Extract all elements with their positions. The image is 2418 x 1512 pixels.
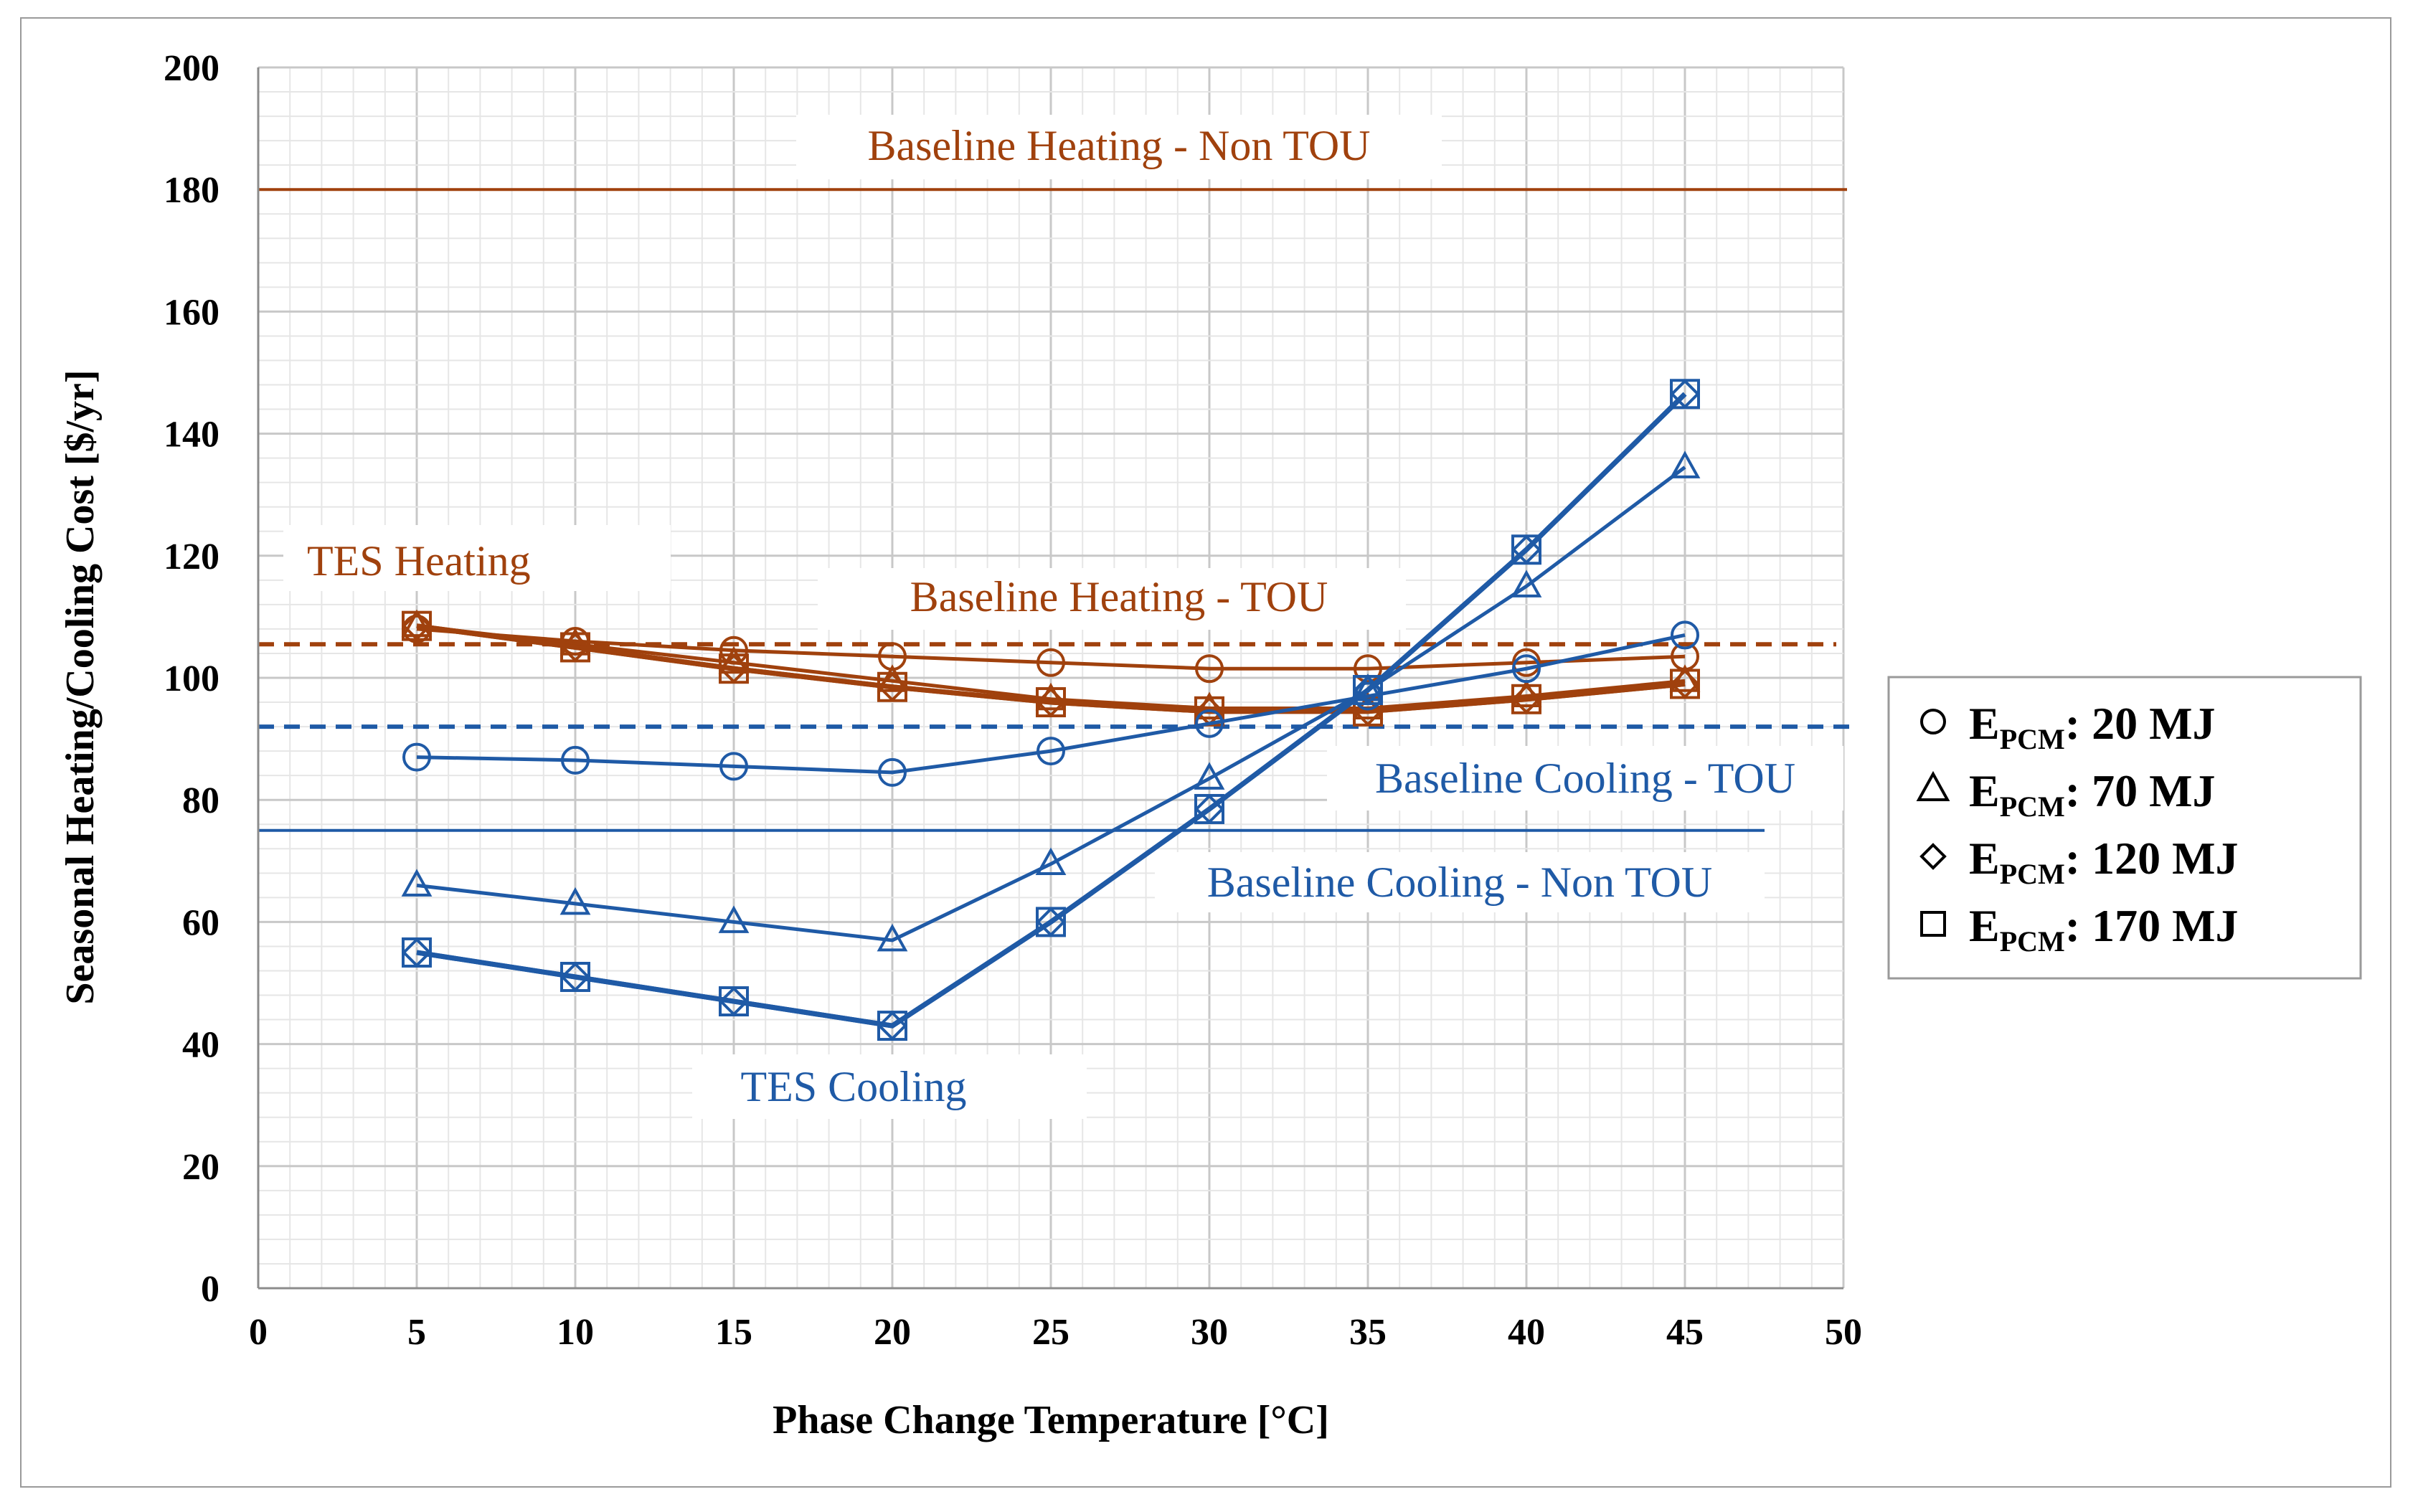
x-tick-label: 40: [1508, 1312, 1545, 1353]
legend-marker-square: [1920, 911, 1946, 937]
data-point-cooling-circle: [878, 757, 907, 787]
y-tick-label: 100: [164, 658, 219, 699]
data-point-cooling-triangle: [718, 905, 750, 933]
data-point-cooling-circle: [719, 752, 748, 781]
tick-labels: 0 5 10 15 20 25 30 35 40 45 50 0 20 40 60 80 100 120 140 16…: [164, 48, 1862, 1353]
series-line-cooling-triangle: [416, 466, 1686, 942]
data-point-cooling-circle: [402, 742, 431, 772]
x-axis-title: Phase Change Temperature [°C]: [773, 1398, 1329, 1442]
axes: [257, 67, 1843, 1290]
series-line-heating-circle: [416, 627, 1686, 671]
y-tick-label: 120: [164, 537, 219, 577]
legend-label: EPCM: 170 MJ: [1969, 900, 2238, 958]
series-line-heating-square: [416, 623, 1686, 714]
legend-marker-triangle: [1916, 770, 1950, 801]
annotation-tes-cooling: TES Cooling: [740, 1063, 966, 1110]
data-point-cooling-square: [719, 986, 749, 1017]
x-tick-label: 15: [715, 1312, 752, 1353]
annotation-tes-heating: TES Heating: [307, 537, 531, 585]
y-tick-label: 20: [182, 1147, 219, 1188]
data-point-cooling-circle: [1671, 620, 1699, 650]
x-tick-label: 5: [407, 1312, 426, 1353]
data-point-cooling-circle: [561, 745, 590, 775]
data-point-cooling-triangle: [877, 923, 908, 952]
series-line-cooling-square: [416, 392, 1687, 1029]
y-tick-label: 80: [182, 780, 219, 821]
x-tick-label: 20: [874, 1312, 911, 1353]
x-tick-label: 50: [1825, 1312, 1862, 1353]
data-point-cooling-circle: [1036, 737, 1065, 766]
data-point-cooling-triangle: [1352, 674, 1384, 701]
legend-label: EPCM: 20 MJ: [1969, 698, 2215, 755]
data-point-cooling-square: [1194, 793, 1224, 824]
annotation-baseline-cooling-non-tou: Baseline Cooling - Non TOU: [1207, 859, 1712, 906]
data-point-heating-square: [560, 632, 590, 663]
data-point-heating-circle: [1195, 654, 1224, 684]
annotation-baseline-heating-non-tou: Baseline Heating - Non TOU: [868, 122, 1371, 169]
legend-marker-circle: [1920, 709, 1946, 734]
x-tick-label: 30: [1191, 1312, 1228, 1353]
annotation-baseline-heating-tou: Baseline Heating - TOU: [910, 573, 1328, 620]
data-point-cooling-square: [1670, 379, 1700, 410]
data-point-heating-square: [1670, 668, 1700, 699]
data-point-cooling-square: [877, 1011, 907, 1041]
data-point-cooling-triangle: [1194, 762, 1225, 790]
y-tick-label: 180: [164, 170, 219, 211]
x-tick-label: 0: [249, 1312, 268, 1353]
x-tick-label: 45: [1666, 1312, 1704, 1353]
annotation-baseline-cooling-tou: Baseline Cooling - TOU: [1375, 755, 1795, 802]
legend: EPCM: 20 MJ EPCM: 70 MJ EPCM: 120 MJ EPCM: …: [1887, 676, 2362, 980]
data-point-cooling-triangle: [1669, 450, 1701, 478]
series: [401, 379, 1701, 1041]
y-tick-label: 200: [164, 48, 219, 89]
data-point-cooling-square: [1511, 534, 1541, 565]
data-point-cooling-square: [1036, 907, 1066, 937]
data-point-cooling-triangle: [1035, 847, 1067, 876]
series-line-cooling-circle: [416, 633, 1686, 775]
data-point-cooling-square: [560, 961, 590, 992]
data-point-cooling-triangle: [401, 869, 433, 897]
data-point-cooling-circle: [1512, 654, 1541, 684]
data-point-cooling-circle: [1195, 709, 1224, 738]
data-point-cooling-square: [402, 937, 432, 968]
legend-marker-diamond: [1919, 843, 1947, 870]
legend-label: EPCM: 70 MJ: [1969, 765, 2215, 823]
data-point-heating-square: [1511, 684, 1541, 714]
data-point-heating-circle: [1354, 654, 1382, 684]
data-point-heating-square: [877, 671, 907, 702]
data-point-heating-square: [402, 610, 432, 641]
legend-label: EPCM: 120 MJ: [1969, 833, 2238, 890]
y-tick-label: 60: [182, 902, 219, 943]
y-tick-label: 0: [201, 1269, 219, 1310]
data-point-heating-square: [1036, 687, 1066, 718]
y-tick-label: 140: [164, 415, 219, 455]
series-line-heating-triangle: [416, 624, 1686, 711]
y-axis-title: Seasonal Heating/Cooling Cost [$/yr]: [58, 369, 103, 1004]
x-tick-label: 25: [1032, 1312, 1069, 1353]
data-point-heating-circle: [1036, 648, 1065, 677]
data-point-heating-square: [719, 653, 749, 684]
data-point-cooling-square: [1353, 675, 1383, 706]
data-point-cooling-triangle: [1511, 570, 1542, 597]
y-tick-label: 40: [182, 1025, 219, 1066]
data-point-cooling-triangle: [559, 887, 591, 915]
baselines: [258, 188, 1854, 832]
x-tick-label: 10: [557, 1312, 594, 1353]
data-point-heating-triangle: [401, 609, 433, 638]
y-tick-label: 160: [164, 292, 219, 333]
x-tick-label: 35: [1349, 1312, 1387, 1353]
